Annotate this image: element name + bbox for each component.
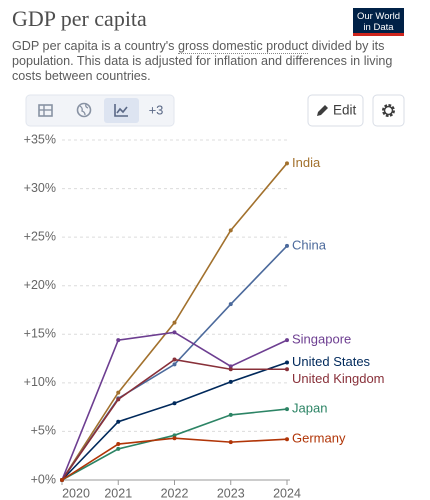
edit-label: Edit — [333, 103, 357, 118]
settings-button[interactable] — [372, 94, 405, 127]
x-tick-label: 2024 — [273, 486, 301, 500]
data-point — [228, 440, 233, 445]
x-tick-label: 2020 — [62, 486, 90, 500]
data-point — [285, 437, 289, 442]
y-tick-label: +20% — [24, 278, 56, 292]
data-point — [228, 412, 233, 417]
y-tick-label: +0% — [31, 472, 56, 486]
data-point — [285, 367, 289, 372]
data-point — [228, 367, 233, 372]
table-tab[interactable] — [38, 104, 53, 117]
y-tick-label: +25% — [24, 229, 56, 243]
data-point — [285, 407, 289, 412]
subtitle-link[interactable]: gross domestic product — [177, 39, 309, 54]
edit-button[interactable]: Edit — [307, 94, 364, 127]
data-point — [285, 338, 289, 343]
logo[interactable]: Our World in Data — [353, 8, 404, 36]
subtitle-text: divided by its population. This data is … — [12, 39, 393, 83]
more-tabs[interactable]: +3 — [149, 102, 164, 117]
y-tick-label: +5% — [31, 424, 56, 438]
data-point — [285, 161, 289, 166]
subtitle: GDP per capita is a country's gross dome… — [12, 39, 407, 84]
legend-label: India — [292, 155, 321, 170]
data-point — [116, 390, 121, 395]
data-point — [172, 330, 177, 335]
data-point — [116, 446, 121, 451]
y-tick-label: +35% — [24, 132, 56, 146]
map-tab[interactable] — [76, 102, 92, 118]
series-line — [61, 361, 288, 481]
subtitle-text: GDP per capita is a country's — [12, 39, 178, 53]
data-point — [172, 433, 177, 438]
x-tick-label: 2023 — [217, 486, 245, 500]
data-point — [228, 379, 233, 384]
data-point — [228, 364, 233, 369]
y-tick-label: +15% — [24, 327, 56, 341]
logo-line: Our World — [356, 11, 401, 22]
legend-label: Germany — [292, 431, 346, 446]
x-tick-label: 2021 — [104, 486, 132, 500]
legend-label: Singapore — [292, 332, 351, 347]
legend-label: United States — [292, 354, 371, 369]
data-point — [172, 362, 177, 367]
x-tick-label: 2022 — [161, 486, 189, 500]
y-tick-label: +10% — [24, 375, 56, 389]
y-tick-label: +30% — [24, 181, 56, 195]
chart-tab[interactable] — [104, 98, 139, 123]
toolbar: +3 Edit — [25, 94, 405, 127]
data-point — [285, 243, 289, 248]
data-point — [116, 442, 121, 447]
data-point — [116, 419, 121, 424]
data-point — [228, 228, 233, 233]
data-point — [116, 397, 121, 402]
data-point — [172, 357, 177, 362]
legend-label: China — [292, 237, 327, 252]
data-point — [285, 360, 289, 365]
legend-label: Japan — [292, 401, 327, 416]
legend-label: United Kingdom — [292, 371, 385, 386]
chart-title: GDP per capita — [12, 6, 147, 31]
data-point — [60, 478, 64, 482]
data-point — [116, 338, 121, 343]
data-point — [172, 436, 177, 441]
data-point — [172, 320, 177, 325]
logo-line: in Data — [363, 22, 394, 33]
data-point — [228, 302, 233, 307]
data-point — [172, 401, 177, 406]
